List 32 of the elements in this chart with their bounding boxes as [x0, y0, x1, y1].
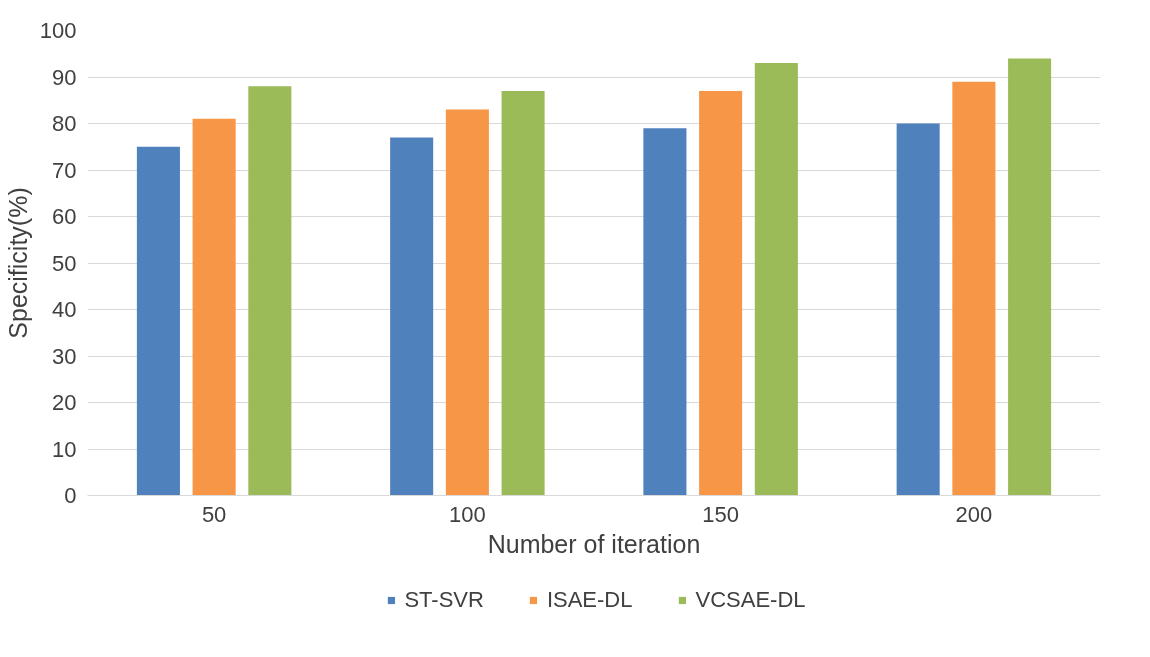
bar — [501, 90, 545, 496]
bar — [699, 90, 743, 496]
y-tick-label: 40 — [52, 297, 77, 322]
x-axis-title: Number of iteration — [487, 529, 701, 558]
x-tick-label: 200 — [955, 501, 993, 527]
bar — [136, 146, 180, 496]
legend-label: ISAE-DL — [546, 587, 633, 613]
bar — [1008, 58, 1052, 496]
bar — [643, 128, 687, 496]
y-tick-label: 0 — [64, 483, 77, 508]
y-tick-label: 20 — [52, 390, 77, 415]
bar — [445, 109, 489, 496]
y-tick-label: 30 — [52, 343, 77, 369]
y-tick-label: 10 — [52, 436, 77, 462]
bar — [754, 63, 798, 496]
y-tick-label: 100 — [39, 18, 77, 43]
bar — [390, 137, 434, 496]
y-tick-label: 60 — [52, 204, 77, 229]
bar — [192, 118, 236, 496]
bar — [952, 81, 996, 496]
x-tick-label: 150 — [702, 501, 739, 527]
legend-label: VCSAE-DL — [695, 587, 806, 613]
y-tick-label: 70 — [52, 157, 77, 183]
y-tick-label: 80 — [52, 111, 77, 136]
y-axis-title: Specificity(%) — [3, 187, 32, 339]
bar — [896, 123, 940, 496]
y-tick-label: 50 — [52, 250, 77, 276]
x-tick-label: 100 — [449, 501, 486, 527]
bar — [248, 86, 292, 496]
y-tick-label: 90 — [52, 64, 77, 90]
legend-label: ST-SVR — [404, 587, 484, 613]
x-tick-label: 50 — [201, 501, 227, 527]
